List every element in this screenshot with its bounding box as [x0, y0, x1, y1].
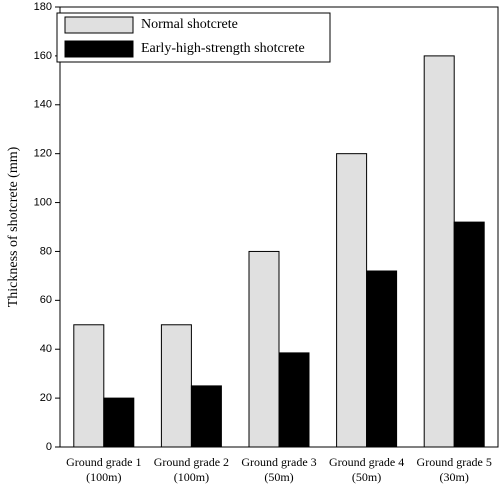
- x-tick-label: (50m): [352, 470, 381, 484]
- x-tick-label: Ground grade 1: [66, 455, 141, 469]
- x-tick-label: Ground grade 5: [417, 455, 492, 469]
- y-tick-label: 100: [34, 196, 52, 208]
- bar: [366, 270, 398, 448]
- bar: [423, 55, 455, 448]
- bar: [278, 352, 310, 448]
- bar: [160, 324, 192, 448]
- bar: [453, 221, 485, 448]
- legend-label: Normal shotcrete: [141, 17, 238, 32]
- bar: [336, 153, 368, 448]
- y-tick-label: 120: [34, 148, 52, 160]
- x-tick-label: (100m): [86, 470, 121, 484]
- legend-swatch: [64, 40, 134, 58]
- x-tick-label: (50m): [264, 470, 293, 484]
- x-tick-label: Ground grade 2: [154, 455, 229, 469]
- legend-label: Early-high-strength shotcrete: [141, 41, 305, 56]
- y-tick-label: 20: [40, 392, 52, 404]
- y-tick-label: 40: [40, 343, 52, 355]
- bar: [248, 250, 280, 448]
- x-tick-label: Ground grade 4: [329, 455, 404, 469]
- x-tick-label: (30m): [440, 470, 469, 484]
- bar: [103, 397, 135, 448]
- y-axis-label: Thickness of shotcrete (mm): [6, 146, 21, 307]
- bar: [190, 385, 222, 448]
- legend-swatch: [64, 16, 134, 34]
- plot-frame: [59, 6, 499, 448]
- y-tick-label: 80: [40, 245, 52, 257]
- y-tick-label: 160: [34, 50, 52, 62]
- y-tick-label: 140: [34, 99, 52, 111]
- x-tick-label: Ground grade 3: [241, 455, 316, 469]
- y-tick-label: 180: [34, 1, 52, 13]
- x-tick-label: (100m): [174, 470, 209, 484]
- y-tick-label: 0: [46, 441, 52, 453]
- y-tick-label: 60: [40, 294, 52, 306]
- bar: [73, 324, 105, 448]
